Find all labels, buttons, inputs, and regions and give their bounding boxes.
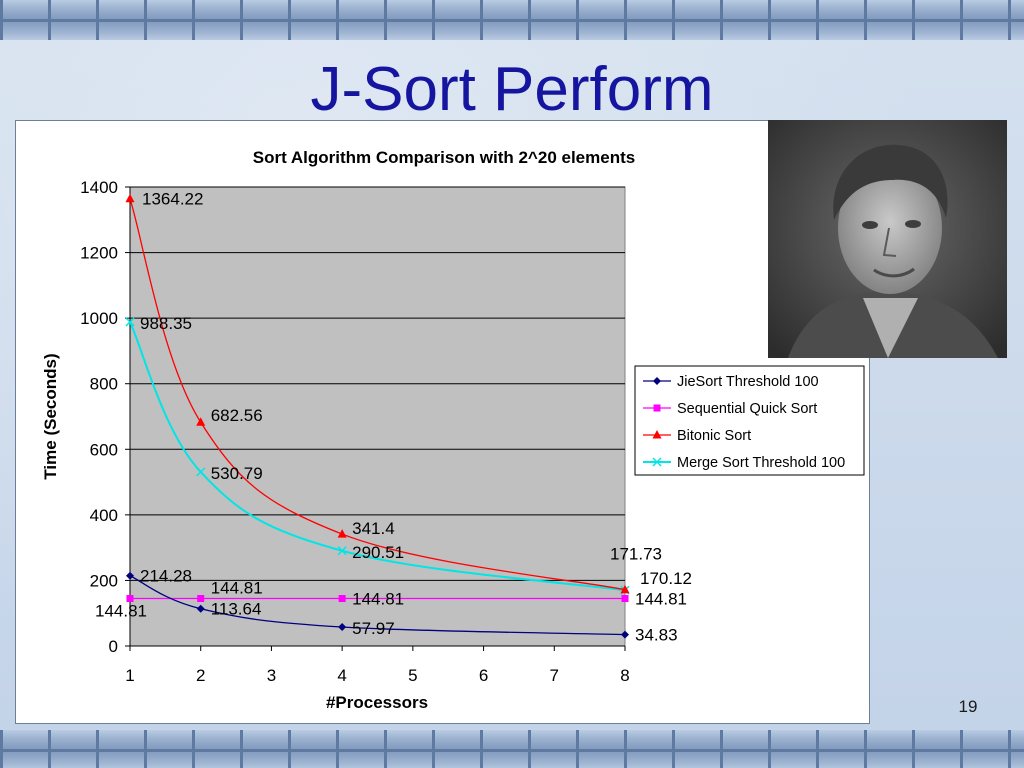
y-tick-label: 1200 xyxy=(80,244,118,263)
page-number: 19 xyxy=(958,697,978,716)
y-tick-label: 800 xyxy=(90,375,118,394)
y-tick-label: 1400 xyxy=(80,178,118,197)
data-label: 1364.22 xyxy=(142,190,203,209)
data-point xyxy=(125,193,135,203)
data-point xyxy=(196,417,206,426)
data-label: 144.81 xyxy=(211,579,263,598)
legend-marker xyxy=(652,430,662,439)
y-tick-label: 1000 xyxy=(80,309,118,328)
data-label: 988.35 xyxy=(140,314,192,333)
x-tick-label: 6 xyxy=(479,666,488,685)
data-label: 113.64 xyxy=(211,600,262,619)
data-label: 170.12 xyxy=(640,569,692,588)
chart-panel: 0 200 400 600 800 1000 1200 1400 1 2 3 4 5 6 7 8 Sort Al… xyxy=(15,120,870,724)
x-axis-title: #Processors xyxy=(326,693,428,712)
chart-title: Sort Algorithm Comparison with 2^20 elem… xyxy=(253,148,635,167)
x-tick-label: 7 xyxy=(550,666,559,685)
y-tick-label: 400 xyxy=(90,506,118,525)
person-photo xyxy=(768,120,1007,358)
data-point xyxy=(338,622,347,631)
legend-marker xyxy=(653,404,661,412)
plot-area xyxy=(129,186,626,647)
top-brick-border xyxy=(0,0,1024,40)
data-label: 57.97 xyxy=(352,619,395,638)
data-label: 144.81 xyxy=(635,590,687,609)
data-point xyxy=(620,584,630,594)
data-point xyxy=(196,604,205,613)
x-tick-label: 4 xyxy=(337,666,346,685)
data-label: 214.28 xyxy=(140,567,192,586)
legend-label: Bitonic Sort xyxy=(677,428,751,444)
legend-marker xyxy=(653,377,661,385)
data-point xyxy=(196,467,206,477)
data-label: 341.4 xyxy=(352,519,395,538)
line-chart: 0 200 400 600 800 1000 1200 1400 1 2 3 4 5 6 7 8 Sort Al… xyxy=(41,148,865,712)
data-point xyxy=(621,595,629,603)
data-point xyxy=(125,317,135,327)
data-point xyxy=(621,630,629,639)
legend-label: JieSort Threshold 100 xyxy=(677,374,819,390)
x-tick-label: 2 xyxy=(196,666,205,685)
series-line xyxy=(129,198,626,591)
data-point xyxy=(126,595,134,603)
data-label: 144.81 xyxy=(95,602,147,621)
series-line xyxy=(129,321,626,592)
data-label: 144.81 xyxy=(352,590,404,609)
legend-marker xyxy=(652,457,662,467)
legend-label: Merge Sort Threshold 100 xyxy=(677,455,845,471)
slide-title: J-Sort Perform xyxy=(310,55,714,124)
legend-label: Sequential Quick Sort xyxy=(677,401,817,417)
data-point xyxy=(337,529,347,538)
x-tick-label: 5 xyxy=(408,666,417,685)
y-axis-title: Time (Seconds) xyxy=(41,353,60,479)
data-point xyxy=(338,595,346,603)
data-point xyxy=(197,595,205,603)
y-tick-label: 0 xyxy=(109,637,118,656)
bottom-brick-border xyxy=(0,730,1024,768)
data-label: 290.51 xyxy=(352,543,404,562)
y-tick-label: 200 xyxy=(90,571,118,590)
legend-box xyxy=(634,365,865,476)
data-point xyxy=(126,571,134,580)
data-label: 171.73 xyxy=(610,545,662,564)
data-label: 530.79 xyxy=(211,464,263,483)
series-line xyxy=(129,575,626,636)
x-tick-label: 3 xyxy=(267,666,276,685)
y-tick-label: 600 xyxy=(90,440,118,459)
data-label: 682.56 xyxy=(211,406,263,425)
x-tick-label: 8 xyxy=(620,666,629,685)
x-tick-label: 1 xyxy=(125,666,134,685)
data-point xyxy=(337,546,347,556)
data-label: 34.83 xyxy=(635,626,678,645)
